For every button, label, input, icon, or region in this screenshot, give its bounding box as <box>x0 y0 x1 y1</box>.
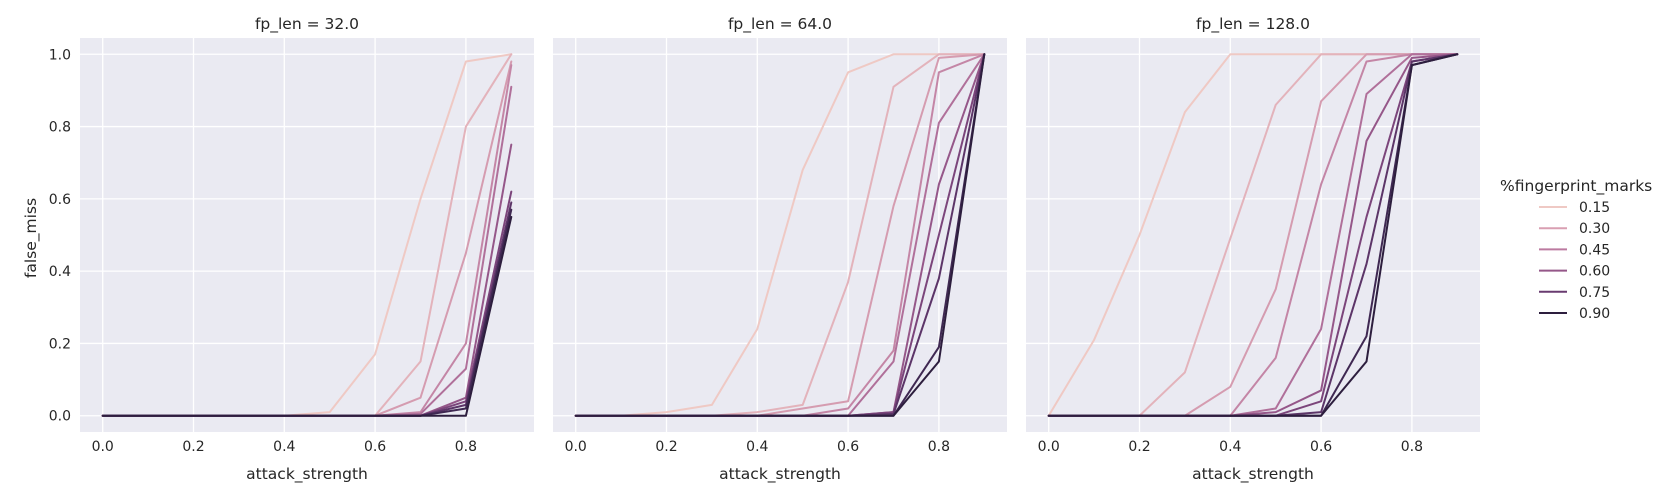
x-tick-label: 0.8 <box>1401 439 1423 455</box>
panel-title: fp_len = 32.0 <box>255 15 359 34</box>
x-tick-label: 0.0 <box>565 439 587 455</box>
x-tick-label: 0.0 <box>1038 439 1060 455</box>
y-tick-label: 0.6 <box>49 192 71 208</box>
x-tick-label: 0.4 <box>273 439 295 455</box>
x-tick-label: 0.6 <box>837 439 859 455</box>
x-tick-label: 0.2 <box>655 439 677 455</box>
x-tick-label: 0.6 <box>364 439 386 455</box>
series-line <box>101 215 513 417</box>
y-tick-label: 0.2 <box>49 336 71 352</box>
y-tick-label: 0.4 <box>49 264 71 280</box>
series-line <box>574 53 986 417</box>
x-tick-label: 0.8 <box>455 439 477 455</box>
panel-title: fp_len = 128.0 <box>1196 15 1310 34</box>
panel-background <box>80 38 534 432</box>
chart-panels: 0.0 0.2 0.4 0.6 0.8 0.0 0.2 0.4 0.6 0.8 1.0 attack_… <box>49 15 1480 484</box>
x-tick-label: 0.2 <box>182 439 204 455</box>
legend-label: 0.30 <box>1579 221 1610 237</box>
y-tick-label: 1.0 <box>49 47 71 63</box>
y-tick-label: 0.8 <box>49 120 71 136</box>
chart-panel: 0.0 0.2 0.4 0.6 0.8 0.0 0.2 0.4 0.6 0.8 1.0 attack_… <box>49 15 534 484</box>
legend-label: 0.15 <box>1579 200 1610 216</box>
x-axis-label: attack_strength <box>246 465 368 484</box>
x-tick-label: 0.4 <box>1219 439 1241 455</box>
legend-title: %fingerprint_marks <box>1500 177 1652 196</box>
series-line <box>1047 53 1459 417</box>
legend-entries: 0.15 0.30 0.45 0.60 0.75 0.90 <box>1539 200 1610 322</box>
legend-label: 0.75 <box>1579 285 1610 301</box>
legend-label: 0.60 <box>1579 264 1610 280</box>
chart-panel: 0.0 0.2 0.4 0.6 0.8 attack_strength fp_len = 6… <box>553 15 1007 484</box>
x-axis-label: attack_strength <box>1192 465 1314 484</box>
y-axis-label: false_miss <box>22 198 41 278</box>
x-tick-label: 0.0 <box>92 439 114 455</box>
legend: %fingerprint_marks 0.150.300.450.600.750… <box>1500 177 1652 322</box>
x-tick-label: 0.8 <box>928 439 950 455</box>
chart-panel: 0.0 0.2 0.4 0.6 0.8 attack_strength fp_len = 1… <box>1026 15 1480 484</box>
panel-background <box>553 38 1007 432</box>
legend-label: 0.45 <box>1579 242 1610 258</box>
y-tick-label: 0.0 <box>49 409 71 425</box>
panel-background <box>1026 38 1480 432</box>
series-line <box>574 53 986 417</box>
legend-label: 0.90 <box>1579 306 1610 322</box>
x-tick-label: 0.2 <box>1128 439 1150 455</box>
panel-title: fp_len = 64.0 <box>728 15 832 34</box>
x-tick-label: 0.4 <box>746 439 768 455</box>
x-axis-label: attack_strength <box>719 465 841 484</box>
x-tick-label: 0.6 <box>1310 439 1332 455</box>
